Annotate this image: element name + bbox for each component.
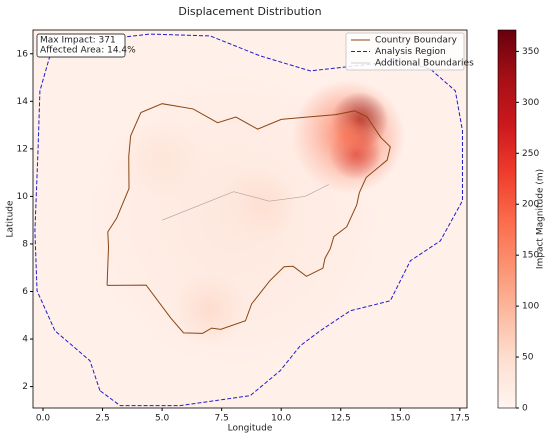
x-axis-label: Longitude [228, 424, 273, 434]
y-tick-label: 16 [17, 49, 29, 59]
annotation-text: Max Impact: 371 [40, 36, 116, 46]
heat-layer [34, 33, 463, 407]
annotation-box [36, 33, 126, 58]
y-tick-label: 4 [22, 335, 28, 345]
y-tick-label: 14 [17, 97, 29, 107]
colorbar-tick-label: 250 [522, 149, 539, 159]
colorbar-tick-label: 0 [522, 404, 528, 414]
colorbar-tick-label: 150 [522, 251, 539, 261]
x-tick-label: 2.5 [95, 414, 109, 424]
chart-title: Displacement Distribution [178, 5, 321, 18]
colorbar-tick-label: 350 [522, 47, 539, 57]
x-tick-label: 0.0 [36, 414, 51, 424]
country-boundary [106, 103, 391, 334]
colorbar-label: Impact Magnitude (m) [536, 169, 546, 269]
legend-label: Country Boundary [375, 36, 458, 46]
plot-frame [32, 29, 468, 409]
x-tick-label: 12.5 [331, 414, 351, 424]
x-tick-label: 7.5 [214, 414, 228, 424]
x-tick-label: 5.0 [155, 414, 170, 424]
colorbar [497, 29, 517, 409]
y-tick-label: 2 [22, 382, 28, 392]
legend-label: Analysis Region [375, 47, 446, 57]
y-tick-label: 10 [17, 192, 29, 202]
colorbar-tick-label: 50 [522, 353, 534, 363]
y-tick-label: 8 [22, 239, 28, 249]
colorbar-tick-label: 200 [522, 200, 539, 210]
y-tick-label: 6 [22, 287, 28, 297]
y-tick-label: 12 [17, 144, 28, 154]
annotation-text: Affected Area: 14.4% [40, 46, 136, 56]
legend-label: Additional Boundaries [375, 59, 474, 69]
x-tick-label: 17.5 [450, 414, 470, 424]
colorbar-tick-label: 300 [522, 98, 539, 108]
legend-box [345, 32, 465, 71]
y-axis-label: Latitude [6, 200, 16, 238]
hotspot [78, 65, 389, 376]
x-tick-label: 15.0 [390, 414, 410, 424]
additional-boundary [161, 184, 329, 221]
x-tick-label: 10.0 [271, 414, 291, 424]
colorbar-tick-label: 100 [522, 302, 539, 312]
